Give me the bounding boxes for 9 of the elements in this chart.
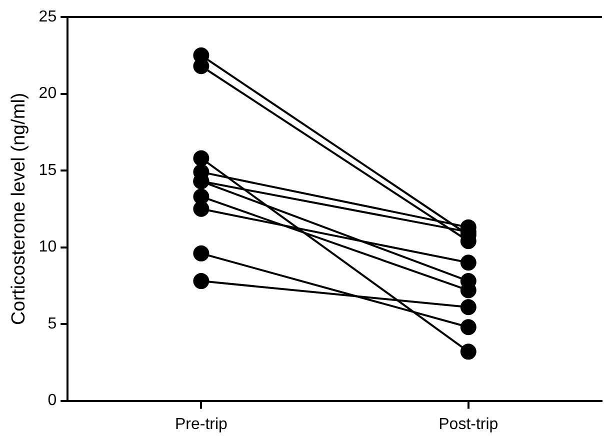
y-tick-label: 15	[38, 162, 57, 179]
y-tick-label: 0	[48, 392, 57, 410]
y-tick-label: 20	[38, 85, 57, 102]
y-axis-title: Corticosterone level (ng/ml)	[8, 92, 30, 326]
y-tick-label: 10	[38, 238, 57, 256]
y-tick-label: 5	[48, 315, 57, 332]
x-tick-label: Post-trip	[438, 416, 498, 433]
x-tick-label: Pre-trip	[174, 416, 228, 433]
y-tick-label: 25	[38, 8, 57, 26]
